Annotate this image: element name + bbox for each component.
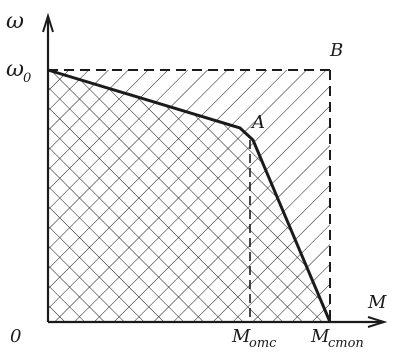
point-a-label: A bbox=[250, 112, 265, 133]
m-otc-label: M bbox=[231, 326, 251, 347]
m-otc-subscript: отс bbox=[249, 336, 277, 351]
cross-hatch-region bbox=[48, 70, 330, 322]
mechanical-characteristic-curve bbox=[47, 68, 332, 323]
point-b-label: B bbox=[329, 40, 343, 61]
x-axis-label: M bbox=[367, 292, 387, 313]
y-axis-label: ω bbox=[6, 9, 24, 34]
y-axis-arrow bbox=[42, 12, 54, 33]
m-stop-label: M bbox=[310, 326, 330, 347]
x-axis-arrow bbox=[367, 316, 388, 328]
m-stop-subscript: стоп bbox=[328, 336, 364, 351]
origin-label: 0 bbox=[10, 326, 21, 347]
omega0-label: ω bbox=[6, 57, 24, 82]
omega0-subscript: 0 bbox=[23, 71, 31, 86]
